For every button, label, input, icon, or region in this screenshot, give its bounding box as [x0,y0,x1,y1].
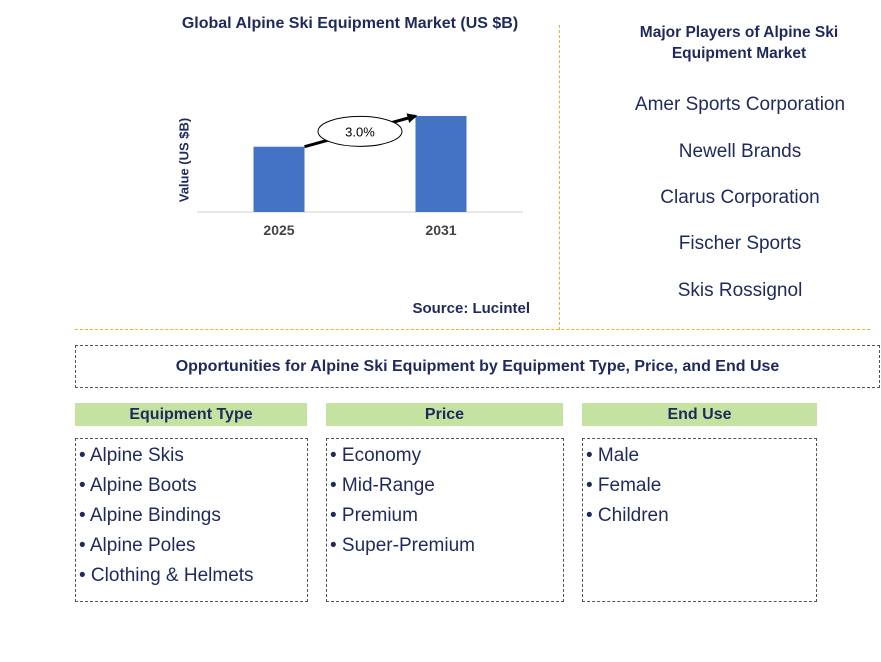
cagr-bubble [317,115,403,147]
list-item: • Clothing & Helmets [79,565,254,586]
list-item: • Alpine Poles [79,535,196,556]
list-item: • Economy [330,445,422,466]
bar-2025 [253,146,305,212]
list-item: • Alpine Skis [79,445,184,466]
x-tick-label: 2025 [263,222,294,238]
bar-2031 [415,116,467,212]
players-title: Major Players of Alpine Ski Equipment Ma… [639,24,839,62]
player-item: Newell Brands [678,141,802,162]
list-item: • Alpine Boots [79,475,197,496]
source-note: Source: Lucintel [412,300,530,317]
vertical-divider [559,25,560,330]
category-heading-price: Price [326,403,563,426]
player-item: Fischer Sports [678,233,802,254]
cagr-label: 3.0% [345,124,375,139]
list-item: • Children [586,505,669,526]
list-item: • Super-Premium [330,535,475,556]
list-item: • Male [586,445,640,466]
player-item: Clarus Corporation [660,187,820,208]
bar-chart: 2025 2031 3.0% [197,113,523,238]
chart-title: Global Alpine Ski Equipment Market (US $… [181,15,519,32]
list-item: • Mid-Range [330,475,435,496]
list-item: • Female [586,475,662,496]
category-list-end-use: • Male • Female • Children [582,438,817,602]
opportunities-title: Opportunities for Alpine Ski Equipment b… [75,345,880,388]
category-heading-end-use: End Use [582,403,817,426]
category-list-price: • Economy • Mid-Range • Premium • Super-… [326,438,564,602]
category-heading-equipment-type: Equipment Type [75,403,307,426]
player-item: Skis Rossignol [677,280,803,301]
category-list-equipment-type: • Alpine Skis • Alpine Boots • Alpine Bi… [75,438,308,602]
list-item: • Premium [330,505,418,526]
player-item: Amer Sports Corporation [634,94,846,115]
x-tick-label: 2031 [425,222,456,238]
horizontal-divider [75,329,870,330]
list-item: • Alpine Bindings [79,505,221,526]
